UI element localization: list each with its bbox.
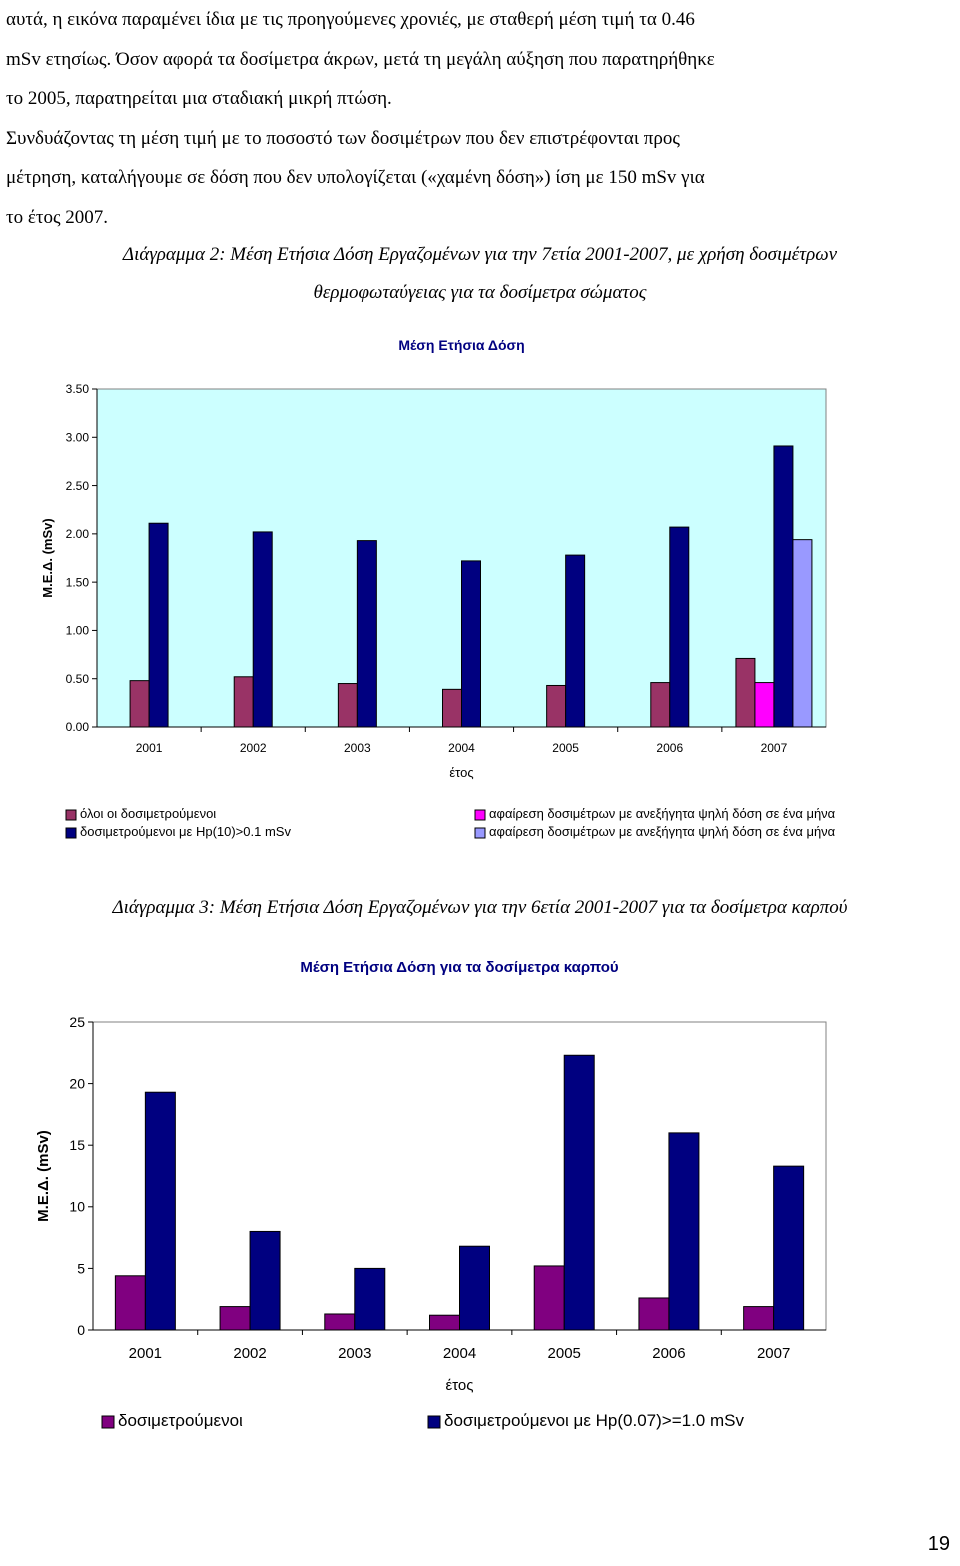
chart-mean-annual-dose-wrist: Μέση Ετήσια Δόση για τα δοσίμετρα καρπού… xyxy=(35,959,827,1430)
page-number: 19 xyxy=(927,1533,950,1555)
figure-caption-3: Διάγραμμα 3: Μέση Ετήσια Δόση Εργαζομένω… xyxy=(0,889,960,927)
caption-line: Διάγραμμα 3: Μέση Ετήσια Δόση Εργαζομένω… xyxy=(112,897,848,918)
y-tick-label: 1.50 xyxy=(66,575,90,589)
y-tick-label: 5 xyxy=(77,1260,85,1276)
x-tick-label: 2004 xyxy=(443,1345,476,1362)
legend-label: αφαίρεση δοσιμέτρων με ανεξήγητα ψηλή δό… xyxy=(489,806,836,821)
legend-label: δοσιμετρούμενοι με Hp(10)>0.1 mSv xyxy=(80,824,291,839)
y-tick-label: 3.00 xyxy=(66,430,90,444)
caption-line: Διάγραμμα 2: Μέση Ετήσια Δόση Εργαζομένω… xyxy=(122,244,838,265)
y-tick-label: 25 xyxy=(69,1014,85,1030)
caption-line: θερμοφωταύγειας για τα δοσίμετρα σώματος xyxy=(313,282,647,303)
chart-title: Μέση Ετήσια Δόση για τα δοσίμετρα καρπού xyxy=(300,959,619,976)
x-tick-label: 2002 xyxy=(233,1345,266,1362)
x-tick-label: 2003 xyxy=(338,1345,371,1362)
y-tick-label: 10 xyxy=(69,1199,85,1215)
x-axis-title: έτος xyxy=(446,1377,474,1394)
bar xyxy=(233,676,254,728)
bar xyxy=(114,1275,146,1331)
bar xyxy=(148,522,169,728)
legend-swatch xyxy=(65,809,77,821)
chart-mean-annual-dose-body: Μέση Ετήσια Δόση 0.00 0.50 1.00 1.50 2.00 2.50… xyxy=(40,337,836,839)
x-tick-label: 2002 xyxy=(240,741,267,755)
bar xyxy=(442,688,462,728)
x-tick-label: 2005 xyxy=(548,1345,581,1362)
paragraph-line: το 2005, παρατηρείται μια σταδιακή μικρή… xyxy=(6,88,392,109)
paragraph-line: το έτος 2007. xyxy=(6,206,109,228)
x-tick-label: 2004 xyxy=(448,741,475,755)
bar xyxy=(546,684,567,728)
paragraph-line: Συνδυάζοντας τη μέση τιμή με το ποσοστό … xyxy=(6,127,680,149)
legend-label: δοσιμετρούμενοι με Hp(0.07)>=1.0 mSv xyxy=(444,1411,744,1430)
bar xyxy=(533,1265,565,1331)
bar xyxy=(669,526,690,728)
bar xyxy=(144,1091,176,1331)
legend-swatch xyxy=(427,1415,441,1429)
y-axis-title: Μ.Ε.Δ. (mSv) xyxy=(40,518,55,597)
bar xyxy=(638,1297,670,1331)
bar xyxy=(735,657,756,728)
legend-label: όλοι οι δοσιμετρούμενοι xyxy=(80,806,216,821)
bar xyxy=(773,1165,805,1331)
y-tick-label: 2.00 xyxy=(66,527,90,541)
paragraph-line: μέτρηση, καταλήγουμε σε δόση που δεν υπο… xyxy=(6,167,705,188)
bar xyxy=(461,560,481,728)
x-tick-label: 2001 xyxy=(129,1345,162,1362)
x-tick-label: 2003 xyxy=(344,741,371,755)
bar xyxy=(356,540,377,728)
figure-caption-2: Διάγραμμα 2: Μέση Ετήσια Δόση Εργαζομένω… xyxy=(0,236,960,312)
legend-swatch xyxy=(474,809,486,821)
bar xyxy=(252,531,273,728)
y-axis-title: Μ.Ε.Δ. (mSv) xyxy=(35,1130,52,1222)
paragraph-line: mSv ετησίως. Όσον αφορά τα δοσίμετρα άκρ… xyxy=(6,48,715,70)
legend-swatch xyxy=(474,827,486,839)
y-tick-label: 2.50 xyxy=(66,479,90,493)
bar xyxy=(650,682,671,728)
paragraph-line: αυτά, η εικόνα παραμένει ίδια με τις προ… xyxy=(6,9,695,30)
x-tick-label: 2001 xyxy=(136,741,163,755)
bar xyxy=(429,1314,460,1331)
legend-label: αφαίρεση δοσιμέτρων με ανεξήγητα ψηλή δό… xyxy=(489,824,836,839)
bar xyxy=(743,1306,775,1331)
x-tick-label: 2005 xyxy=(552,741,579,755)
y-tick-label: 3.50 xyxy=(66,382,90,396)
bar xyxy=(129,680,150,728)
legend-label: δοσιμετρούμενοι xyxy=(118,1411,243,1430)
y-tick-label: 1.00 xyxy=(66,624,90,638)
chart-title: Μέση Ετήσια Δόση xyxy=(398,337,524,353)
bar xyxy=(668,1132,700,1331)
bar xyxy=(565,554,586,728)
x-tick-label: 2007 xyxy=(761,741,788,755)
bar xyxy=(324,1313,356,1331)
legend-swatch xyxy=(65,827,77,839)
bar xyxy=(773,445,794,728)
x-tick-label: 2006 xyxy=(656,741,683,755)
y-tick-label: 0.00 xyxy=(66,720,90,734)
bar xyxy=(459,1245,490,1331)
bar xyxy=(337,683,358,728)
x-axis-title: έτος xyxy=(449,765,473,780)
y-tick-label: 15 xyxy=(69,1137,85,1153)
legend-swatch xyxy=(101,1415,115,1429)
x-tick-label: 2006 xyxy=(652,1345,685,1362)
y-tick-label: 0 xyxy=(77,1322,85,1338)
bar xyxy=(754,682,775,728)
y-tick-label: 20 xyxy=(69,1076,85,1092)
x-tick-label: 2007 xyxy=(757,1345,790,1362)
bar xyxy=(563,1054,595,1331)
bar xyxy=(792,539,813,728)
bar xyxy=(219,1306,251,1331)
bar xyxy=(354,1267,386,1331)
body-paragraph: αυτά, η εικόνα παραμένει ίδια με τις προ… xyxy=(6,0,906,237)
y-tick-label: 0.50 xyxy=(66,672,90,686)
bar xyxy=(249,1230,281,1331)
